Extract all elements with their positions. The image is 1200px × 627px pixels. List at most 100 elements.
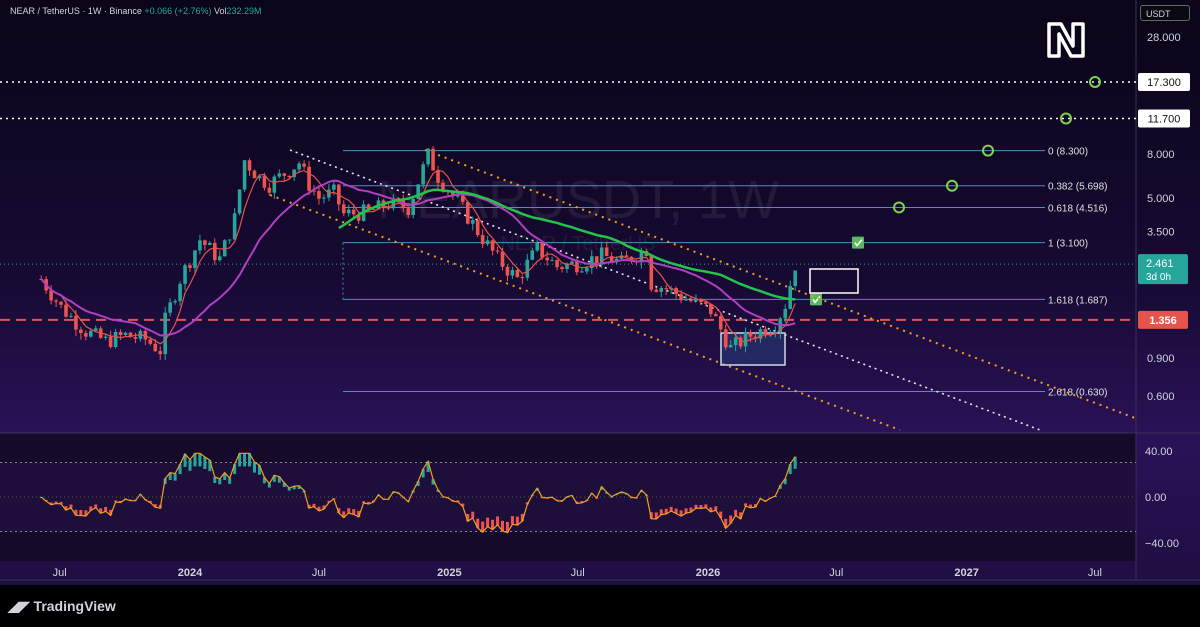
candle-body: [748, 331, 753, 337]
candle-body: [247, 160, 252, 171]
countdown-label: 3d 0h: [1146, 272, 1171, 283]
candle-body: [480, 235, 485, 245]
candle-body: [292, 169, 296, 178]
oscillator-bar: [739, 512, 743, 519]
ma-short-line: [40, 169, 796, 345]
oscillator-bar: [486, 517, 490, 527]
candle-body: [619, 255, 624, 259]
candle-body: [173, 301, 177, 303]
symbol-title: NEAR / TetherUS · 1W · Binance: [10, 6, 142, 16]
oscillator-bar: [674, 508, 678, 514]
oscillator-bar: [153, 504, 157, 508]
candle-body: [470, 220, 475, 224]
tradingview-logo[interactable]: ◢◤ TradingView: [8, 598, 116, 615]
candle-body: [659, 288, 664, 292]
oscillator-bar: [218, 478, 222, 485]
tradingview-mark-icon: ◢◤: [8, 598, 30, 614]
candle-body: [560, 267, 564, 270]
candle-body: [535, 242, 540, 251]
oscillator-bar: [501, 520, 505, 532]
oscillator-bar: [669, 506, 673, 512]
candle-body: [718, 316, 723, 330]
oscillator-bar: [94, 504, 98, 508]
time-axis-tick: Jul: [829, 567, 843, 579]
candle-body: [783, 308, 788, 319]
oscillator-bar: [193, 453, 197, 467]
fib-level-label: 0.382 (5.698): [1048, 182, 1108, 193]
candle-body: [69, 315, 73, 317]
candle-body: [555, 260, 559, 268]
candle-body: [510, 269, 515, 276]
candle-body: [153, 343, 158, 352]
watermark-symbol: NEARUSDT, 1W: [377, 170, 779, 230]
candle-body: [713, 314, 718, 317]
oscillator-bar: [183, 453, 187, 467]
oscillator-bar: [233, 464, 237, 475]
oscillator-bar: [228, 478, 232, 484]
candle-body: [624, 255, 629, 257]
oscillator-bar: [292, 486, 296, 490]
candle-body: [88, 330, 93, 337]
price-axis-tick: 0.900: [1147, 353, 1175, 365]
candle-body: [545, 257, 549, 261]
candle-body: [411, 198, 416, 216]
candle-body: [525, 259, 530, 278]
candle-body: [93, 328, 98, 331]
oscillator-bar: [689, 507, 693, 513]
oscillator-bar: [148, 500, 152, 503]
target-marker-icon: [1060, 112, 1072, 125]
checkmark-tick: [854, 239, 863, 247]
candle-body: [178, 283, 182, 302]
candle-body: [391, 198, 396, 209]
candle-body: [728, 344, 733, 348]
target-level-label: 17.300: [1147, 77, 1181, 89]
candle-body: [198, 240, 202, 251]
currency-selector[interactable]: USDT: [1140, 5, 1190, 21]
support-level-tag: [1138, 310, 1188, 329]
ma-long-line: [338, 188, 796, 301]
candle-body: [168, 302, 172, 313]
candle-body: [684, 299, 688, 301]
oscillator-bar: [188, 459, 192, 471]
candle-body: [227, 239, 232, 241]
candle-body: [163, 312, 167, 355]
oscillator-bar: [481, 521, 485, 533]
price-axis-tick: 28.000: [1147, 32, 1181, 44]
oscillator-bar: [99, 508, 103, 514]
candle-body: [108, 336, 113, 347]
oscillator-bar: [337, 508, 341, 513]
oscillator-bar: [620, 491, 624, 494]
target-marker-icon: [982, 144, 994, 157]
oscillator-bar: [535, 488, 539, 491]
oscillator-bar: [114, 500, 118, 503]
candle-body: [272, 176, 277, 193]
candle-body: [312, 190, 316, 192]
time-axis-tick: Jul: [571, 567, 585, 579]
oscillator-bar: [49, 502, 53, 505]
candle-body: [188, 265, 192, 268]
current-price-label: 2.461: [1146, 258, 1174, 270]
candle-body: [654, 289, 659, 292]
oscillator-bar: [744, 503, 748, 507]
channel-lower: [269, 194, 901, 431]
oscillator-bar: [347, 508, 351, 513]
oscillator-bar: [466, 513, 470, 522]
candle-body: [49, 290, 53, 301]
candle-body: [183, 265, 187, 284]
oscillator-bar: [173, 473, 177, 481]
candle-body: [515, 269, 520, 278]
oscillator-bar: [654, 512, 658, 520]
candle-body: [133, 337, 138, 339]
candle-body: [733, 337, 738, 345]
price-axis-tick: 3.500: [1147, 226, 1175, 238]
oscillator-bar: [178, 464, 182, 475]
price-axis-tick: 5.000: [1147, 193, 1175, 205]
candle-body: [461, 195, 465, 202]
candle-body: [307, 166, 311, 191]
candle-body: [237, 189, 242, 214]
candle-body: [366, 204, 371, 210]
candle-body: [282, 173, 287, 176]
candle-body: [540, 242, 544, 258]
